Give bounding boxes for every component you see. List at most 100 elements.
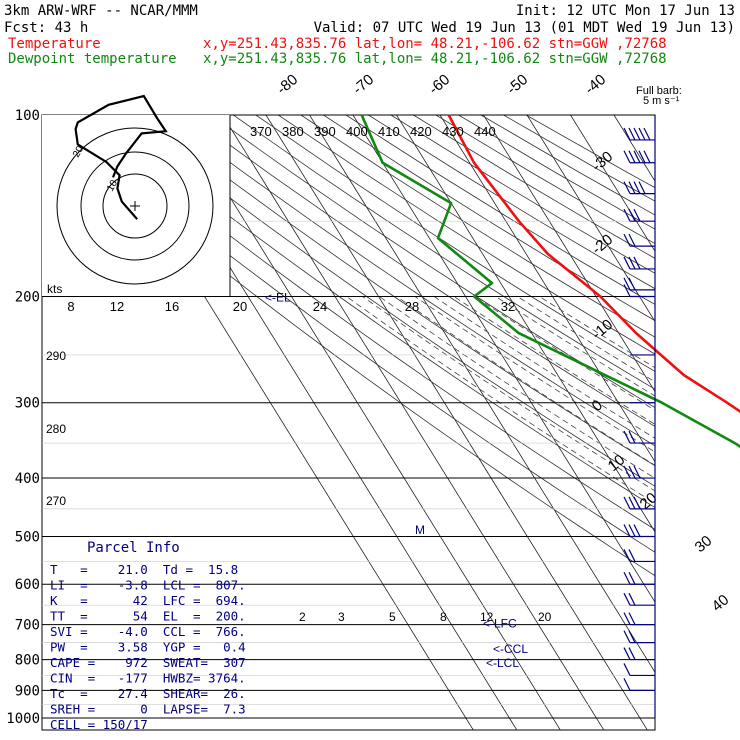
dry-adiabat-line — [97, 115, 655, 509]
pressure-tick-label: 1000 — [6, 711, 40, 727]
parcel-info-row: T = 21.0 Td = 15.8 — [50, 562, 238, 577]
mixing-ratio-label: 8 — [440, 610, 447, 624]
pressure-tick-label: 300 — [15, 396, 40, 412]
isotherm-line — [483, 115, 655, 393]
pressure-tick-label: 200 — [15, 290, 40, 306]
isotherm-line — [352, 115, 655, 603]
dry-adiabat-line — [165, 115, 655, 447]
header: 3km ARW-WRF -- NCAR/MMM Init: 12 UTC Mon… — [4, 3, 735, 67]
wind-barb — [623, 233, 655, 247]
isotherm-label: 40 — [709, 591, 733, 615]
hodograph-units: kts — [47, 282, 62, 296]
wind-barb — [623, 256, 655, 270]
theta-label: 440 — [474, 124, 496, 139]
moist-adiabat-line — [346, 296, 655, 504]
theta-label: 370 — [250, 124, 272, 139]
theta-left-label: 290 — [46, 349, 66, 363]
isotherm-label: -30 — [589, 148, 617, 175]
isotherm-label: 20 — [637, 489, 661, 513]
mixing-ratio-label: 3 — [338, 610, 345, 624]
isotherm-label: -40 — [582, 71, 610, 98]
speed-scale-label: 16 — [165, 299, 179, 314]
parcel-info-row: TT = 54 EL = 200. — [50, 609, 246, 624]
wind-barb — [623, 630, 655, 644]
mixing-ratio-label: 12 — [480, 610, 494, 624]
barb-legend-title: Full barb: — [636, 85, 682, 97]
hodograph-ring — [80, 151, 190, 261]
speed-scale-label: 28 — [405, 299, 419, 314]
parcel-info-title: Parcel Info — [87, 540, 180, 556]
pressure-tick-label: 500 — [15, 529, 40, 545]
theta-left-label: 270 — [46, 494, 66, 508]
dry-adiabat-line — [75, 115, 655, 530]
wind-barb — [623, 496, 655, 510]
speed-scale-label: 12 — [110, 299, 124, 314]
isotherm-line — [526, 115, 655, 323]
dry-adiabat-line — [120, 115, 655, 487]
hodograph-ring-label: 20 — [71, 144, 86, 160]
hodograph-ring-label: 10 — [105, 178, 120, 194]
hodograph: 20 10 kts — [42, 94, 231, 296]
moist-adiabat-line — [362, 296, 655, 492]
wind-barb — [623, 647, 655, 661]
parcel-info-row: LI = -3.8 LCL = 807. — [50, 578, 246, 593]
wind-barb — [623, 465, 655, 479]
speed-scale-label: 32 — [501, 299, 515, 314]
hodograph-ring — [102, 173, 168, 239]
valid-time: Valid: 07 UTC Wed 19 Jun 13 (01 MDT Wed … — [314, 20, 735, 36]
parcel-info-row: Tc = 27.4 SHEAR= 26. — [50, 686, 246, 701]
wind-barbs: Full barb:5 m s⁻¹ — [623, 85, 682, 718]
lfc-marker: <-LFC — [483, 616, 517, 630]
barb-legend-units: 5 m s⁻¹ — [643, 95, 680, 107]
speed-scale-label: 20 — [233, 299, 247, 314]
parcel-info-row: PW = 3.58 YGP = 0.4 — [50, 640, 246, 655]
m-marker: M — [415, 523, 425, 537]
isotherm-label: 30 — [692, 532, 716, 556]
dewpoint-legend: Dewpoint temperature — [8, 51, 177, 67]
isotherm-label: 10 — [605, 451, 629, 475]
speed-scale-label: 8 — [67, 299, 74, 314]
temperature-legend: Temperature — [8, 36, 101, 52]
isotherm-line — [178, 115, 561, 730]
model-title: 3km ARW-WRF -- NCAR/MMM — [4, 3, 198, 19]
pressure-tick-label: 100 — [15, 108, 40, 124]
parcel-info-row: SREH = 0 LAPSE= 7.3 — [50, 702, 246, 717]
theta-label: 430 — [442, 124, 464, 139]
wind-barb — [623, 571, 655, 585]
isotherm-line — [265, 115, 648, 730]
wind-barb — [623, 663, 655, 677]
pressure-tick-label: 700 — [15, 618, 40, 634]
dewpoint-profile — [360, 114, 740, 449]
hodograph-ring — [56, 127, 214, 285]
wind-barb — [623, 277, 655, 291]
parcel-info-row: K = 42 LFC = 694. — [50, 593, 246, 608]
dewpoint-location: x,y=251.43,835.76 lat,lon= 48.21,-106.62… — [203, 51, 667, 67]
el-marker: <-EL — [265, 291, 291, 305]
wind-barb — [623, 430, 655, 444]
sounding-profiles: <-EL <-LFC <-CCL<-LCL M — [265, 114, 740, 670]
hodograph-trace — [74, 94, 168, 220]
wind-barb — [623, 592, 655, 606]
parcel-info-row: CAPE = 972 SWEAT= 307 — [50, 655, 246, 670]
wind-barb — [623, 127, 655, 141]
temperature-profile — [447, 114, 740, 413]
isotherm-label: -20 — [589, 231, 617, 258]
moist-adiabat-line — [379, 296, 655, 479]
isotherm-label: -10 — [589, 316, 617, 343]
wind-barb — [623, 612, 655, 626]
mixing-ratio-label: 2 — [299, 610, 306, 624]
theta-label: 390 — [314, 124, 336, 139]
pressure-tick-label: 600 — [15, 577, 40, 593]
mixing-ratio-label: 20 — [538, 610, 552, 624]
lcl-marker: <-LCL — [486, 656, 519, 670]
isotherm-label: -80 — [274, 71, 302, 98]
dry-adiabat-line — [142, 115, 655, 467]
moist-adiabat-line — [396, 296, 655, 466]
isobars — [42, 114, 655, 719]
ccl-marker: <-CCL — [493, 642, 528, 656]
pressure-tick-label: 400 — [15, 471, 40, 487]
parcel-info-row: SVI = -4.0 CCL = 766. — [50, 624, 246, 639]
isotherm-line — [701, 115, 740, 731]
isotherm-label: -60 — [426, 71, 454, 98]
speed-scale-label: 24 — [313, 299, 327, 314]
